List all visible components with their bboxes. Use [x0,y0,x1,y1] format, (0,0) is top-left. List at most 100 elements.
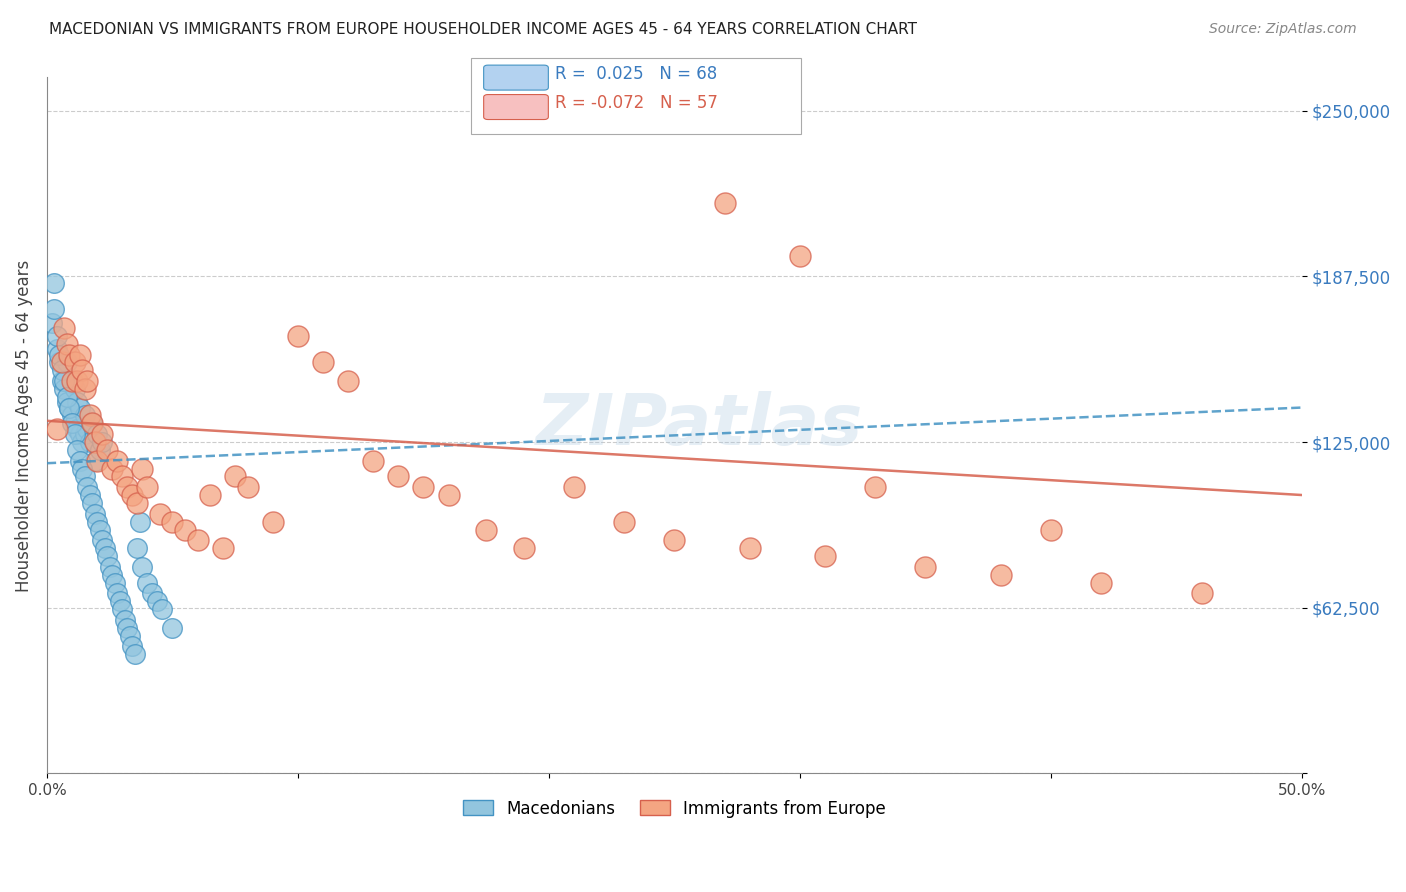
Point [186,533,208,548]
Text: Source: ZipAtlas.com: Source: ZipAtlas.com [1209,22,1357,37]
Point [814,549,837,563]
Point [60,374,83,388]
Point [914,559,936,574]
Point [1191,586,1213,600]
Point [131,461,153,475]
Point [141,586,163,600]
Point [98,559,121,574]
Point [73,382,96,396]
Point [45,422,67,436]
Point [96,442,118,457]
Point [174,523,197,537]
Point [83,435,105,450]
Point [48,347,70,361]
Point [865,480,887,494]
Point [63,355,86,369]
Text: ZIPatlas: ZIPatlas [536,391,863,460]
Text: R = -0.072   N = 57: R = -0.072 N = 57 [555,95,718,112]
Point [83,453,105,467]
Point [53,382,76,396]
Point [63,417,86,431]
Point [69,401,91,415]
Point [262,515,284,529]
Point [45,329,67,343]
Point [86,427,108,442]
Point [66,422,89,436]
Point [91,533,114,548]
Point [127,541,149,555]
Point [136,575,159,590]
Point [60,409,83,423]
Point [69,453,91,467]
Point [124,647,146,661]
Point [101,461,124,475]
Point [93,541,115,555]
Point [101,567,124,582]
Point [91,435,114,450]
FancyBboxPatch shape [484,95,548,120]
Point [664,533,686,548]
Point [60,417,83,431]
Point [121,639,143,653]
Point [73,427,96,442]
Point [713,196,735,211]
Point [198,488,221,502]
Point [80,417,103,431]
Point [79,435,101,450]
Point [51,355,73,369]
Point [79,488,101,502]
Point [475,523,498,537]
Point [136,480,159,494]
Point [86,453,108,467]
Point [115,480,138,494]
Point [337,374,360,388]
Point [73,469,96,483]
Point [56,390,79,404]
Point [361,453,384,467]
Text: MACEDONIAN VS IMMIGRANTS FROM EUROPE HOUSEHOLDER INCOME AGES 45 - 64 YEARS CORRE: MACEDONIAN VS IMMIGRANTS FROM EUROPE HOU… [49,22,917,37]
Point [121,488,143,502]
Point [63,382,86,396]
Point [150,602,173,616]
Point [86,515,108,529]
Point [76,374,98,388]
Point [990,567,1012,582]
Point [80,496,103,510]
Point [44,302,66,317]
Point [1090,575,1112,590]
Point [73,409,96,423]
Point [111,602,134,616]
Point [149,507,172,521]
FancyBboxPatch shape [471,58,801,134]
Point [105,586,128,600]
Point [127,496,149,510]
Point [70,461,93,475]
Point [80,417,103,431]
Point [111,469,134,483]
Point [312,355,335,369]
Point [51,374,73,388]
Point [56,395,79,409]
Point [128,515,150,529]
Point [70,363,93,377]
Point [105,453,128,467]
Point [1040,523,1063,537]
FancyBboxPatch shape [484,65,548,90]
Point [162,621,184,635]
Point [387,469,409,483]
Point [69,347,91,361]
Point [56,355,79,369]
Point [89,442,111,457]
Point [613,515,636,529]
Point [115,621,138,635]
Point [41,316,63,330]
Text: R =  0.025   N = 68: R = 0.025 N = 68 [555,65,717,83]
Point [83,507,105,521]
Point [79,409,101,423]
Point [104,575,127,590]
Point [63,427,86,442]
Legend: Macedonians, Immigrants from Europe: Macedonians, Immigrants from Europe [456,793,893,824]
Point [58,401,80,415]
Point [60,374,83,388]
Point [53,374,76,388]
